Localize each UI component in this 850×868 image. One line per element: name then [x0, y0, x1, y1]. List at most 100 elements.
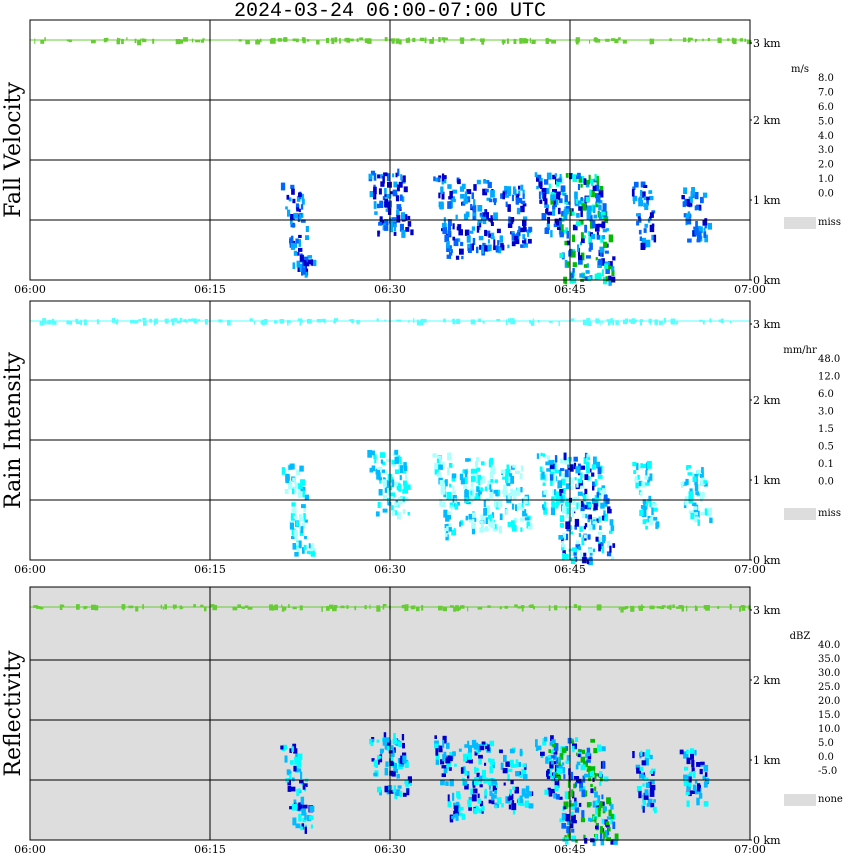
- rain-pixel: [471, 226, 476, 231]
- rain-pixel: [540, 452, 543, 457]
- rain-pixel: [489, 488, 493, 492]
- rain-pixel: [597, 795, 601, 804]
- rain-pixel: [636, 786, 642, 793]
- rain-pixel: [304, 494, 309, 500]
- rain-pixel: [541, 213, 547, 221]
- rain-pixel: [298, 483, 303, 489]
- rain-pixel: [587, 753, 592, 760]
- legend-label: 1.5: [818, 424, 834, 435]
- rain-pixel: [584, 504, 589, 510]
- rain-pixel: [377, 466, 383, 470]
- rain-pixel: [549, 471, 555, 477]
- rain-pixel: [690, 790, 695, 794]
- rain-pixel: [459, 186, 465, 192]
- echo-pixel: [142, 318, 147, 321]
- rain-pixel: [595, 834, 598, 842]
- rain-pixel: [585, 270, 590, 274]
- echo-pixel: [281, 604, 283, 608]
- rain-pixel: [490, 236, 495, 240]
- rain-pixel: [505, 475, 509, 484]
- rain-pixel: [608, 234, 614, 243]
- rain-pixel: [587, 765, 592, 772]
- rain-pixel: [505, 508, 509, 515]
- rain-pixel: [687, 238, 692, 243]
- rain-pixel: [596, 518, 599, 523]
- rain-pixel: [513, 496, 517, 501]
- rain-pixel: [539, 199, 543, 204]
- rain-pixel: [516, 487, 521, 496]
- legend-label: 6.0: [818, 389, 834, 400]
- rain-pixel: [542, 507, 546, 511]
- rain-pixel: [695, 491, 700, 495]
- rain-pixel: [465, 515, 469, 521]
- rain-pixel: [565, 814, 570, 822]
- rain-pixel: [688, 196, 693, 203]
- rain-pixel: [592, 185, 597, 191]
- rain-pixel: [562, 505, 567, 514]
- legend-miss-swatch: [784, 794, 816, 806]
- rain-pixel: [603, 276, 607, 285]
- rain-pixel: [291, 535, 295, 539]
- rain-pixel: [405, 474, 408, 480]
- rain-pixel: [505, 761, 511, 767]
- rain-pixel: [554, 203, 557, 208]
- rain-pixel: [450, 249, 453, 253]
- rain-pixel: [368, 173, 373, 180]
- rain-pixel: [470, 468, 475, 474]
- rain-pixel: [478, 478, 481, 486]
- rain-pixel: [582, 775, 586, 783]
- echo-pixel: [96, 319, 99, 325]
- rain-pixel: [609, 519, 614, 526]
- rain-pixel: [560, 185, 566, 192]
- rain-pixel: [593, 178, 598, 183]
- rain-pixel: [689, 771, 693, 777]
- rain-pixel: [479, 745, 485, 751]
- rain-pixel: [461, 813, 466, 820]
- rain-pixel: [636, 767, 641, 774]
- echo-pixel: [395, 38, 400, 44]
- rain-pixel: [445, 529, 449, 534]
- rain-pixel: [556, 221, 559, 226]
- echo-pixel: [259, 38, 262, 43]
- echo-pixel: [181, 606, 184, 609]
- rain-pixel: [604, 219, 609, 223]
- rain-pixel: [598, 531, 603, 535]
- rain-pixel: [651, 784, 656, 791]
- y-tick-label: 3 km: [753, 604, 781, 617]
- rain-pixel: [388, 790, 394, 794]
- rain-pixel: [704, 772, 708, 777]
- echo-pixel: [126, 37, 128, 41]
- rain-pixel: [579, 198, 585, 206]
- rain-pixel: [604, 250, 609, 254]
- rain-pixel: [471, 522, 476, 529]
- rain-pixel: [298, 234, 302, 238]
- echo-pixel: [195, 39, 200, 43]
- rain-pixel: [643, 792, 649, 800]
- echo-pixel: [143, 320, 147, 326]
- rain-pixel: [597, 744, 602, 752]
- rain-pixel: [576, 483, 579, 488]
- rain-pixel: [373, 454, 377, 460]
- rain-pixel: [438, 748, 443, 753]
- legend-unit: dBZ: [790, 631, 811, 642]
- rain-pixel: [641, 237, 646, 245]
- rain-pixel: [466, 196, 471, 203]
- echo-pixel: [399, 39, 402, 45]
- rain-pixel: [301, 522, 306, 529]
- rain-pixel: [493, 239, 496, 246]
- rain-pixel: [292, 804, 296, 808]
- rain-pixel: [510, 476, 514, 484]
- echo-pixel: [176, 320, 181, 324]
- rain-pixel: [467, 243, 471, 252]
- rain-pixel: [641, 509, 647, 518]
- rain-pixel: [290, 786, 296, 792]
- legend-label: 5.0: [818, 116, 834, 127]
- rain-pixel: [507, 796, 511, 801]
- rain-pixel: [477, 798, 482, 804]
- rain-pixel: [467, 740, 470, 746]
- rain-pixel: [454, 805, 459, 814]
- echo-pixel: [595, 38, 601, 43]
- rain-pixel: [545, 461, 550, 466]
- echo-pixel: [571, 318, 575, 321]
